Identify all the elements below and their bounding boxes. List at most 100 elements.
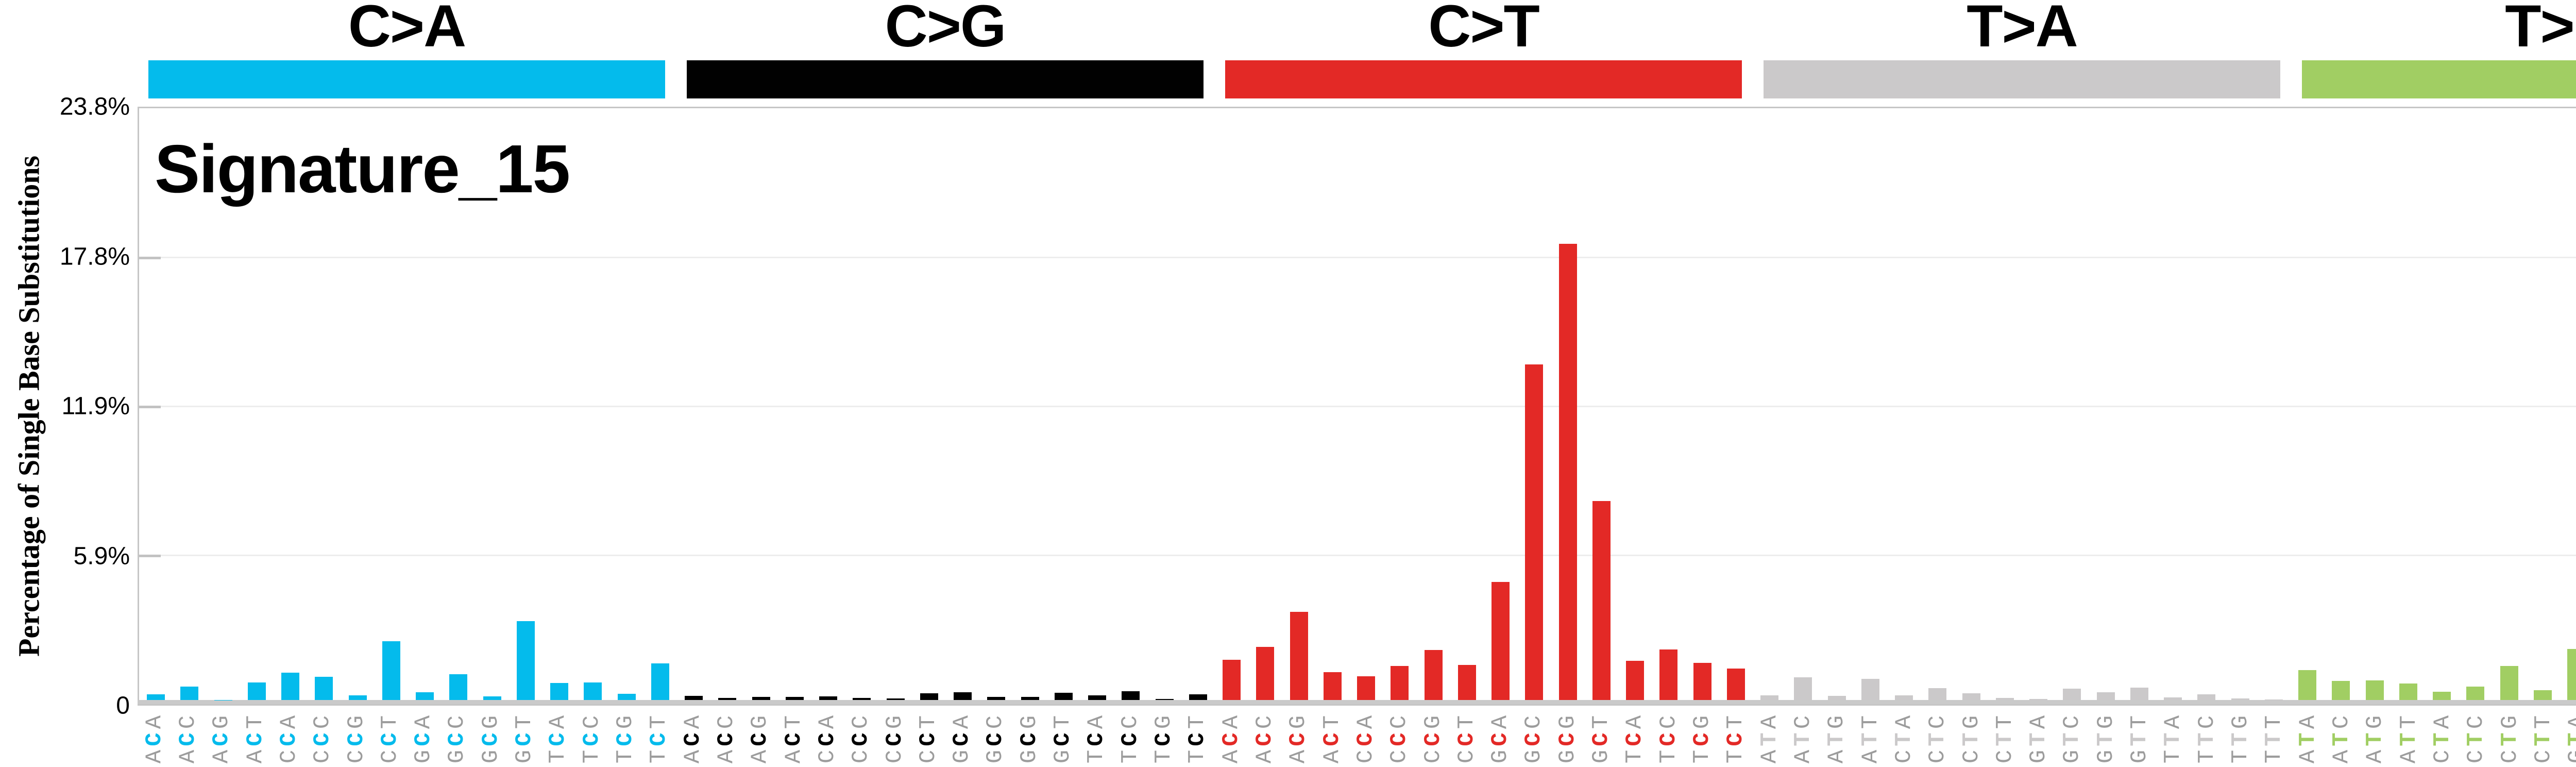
x-tick-slot: GCA: [945, 709, 979, 766]
x-tick-slot: GCC: [1517, 709, 1551, 766]
x-tick-label-GCG: GCG: [1554, 711, 1581, 764]
x-tick-slot: TCC: [1113, 709, 1147, 766]
bar-T>A-TTA: [2164, 697, 2182, 700]
bar-slot: [1618, 108, 1652, 700]
x-tick-slot: GTA: [2561, 709, 2576, 766]
x-tick-label-CCA: CCA: [276, 711, 302, 764]
bar-slot: [643, 108, 677, 700]
x-tick-slot: GTT: [2123, 709, 2156, 766]
bar-C>T-ACT: [1323, 672, 1342, 700]
header-group-label: C>G: [885, 0, 1007, 59]
bar-slot: [1148, 108, 1181, 700]
bar-slot: [1248, 108, 1282, 700]
bar-slot: [1955, 108, 1988, 700]
x-tick-label-GTC: GTC: [2059, 711, 2086, 764]
bar-C>A-GCC: [449, 674, 468, 700]
bar-C>A-TCA: [550, 682, 569, 700]
bar-T>A-TTC: [2197, 694, 2216, 700]
bar-slot: [2190, 108, 2223, 700]
bar-slot: [879, 108, 912, 700]
x-tick-slot: GCG: [474, 709, 507, 766]
bar-slot: [1988, 108, 2022, 700]
x-tick-label-GTT: GTT: [2127, 711, 2153, 764]
x-tick-label-ACT: ACT: [781, 711, 807, 764]
bar-C>T-TCA: [1626, 660, 1645, 700]
bar-T>C-CTA: [2433, 691, 2451, 700]
bar-slot: [2324, 108, 2358, 700]
bar-slot: [375, 108, 408, 700]
bar-slot: [2392, 108, 2425, 700]
header-group-label: C>T: [1428, 0, 1539, 59]
header-group-label: C>A: [348, 0, 466, 59]
bar-slot: [1316, 108, 1349, 700]
bar-T>A-ATG: [1827, 696, 1846, 700]
x-tick-slot: GCT: [507, 709, 541, 766]
bar-T>A-TTG: [2231, 698, 2249, 700]
bar-slot: [442, 108, 475, 700]
header-group-colorbar: [2302, 60, 2576, 98]
y-tick-label: 11.9%: [61, 392, 130, 420]
bar-slot: [2224, 108, 2257, 700]
bar-slot: [1753, 108, 1786, 700]
x-tick-slot: GCA: [407, 709, 440, 766]
x-tick-slot: CTG: [1955, 709, 1988, 766]
x-tick-label-ACG: ACG: [747, 711, 773, 764]
x-tick-label-TCG: TCG: [613, 711, 639, 764]
x-tick-label-GTA: GTA: [2026, 711, 2052, 764]
bar-C>A-CCG: [348, 695, 367, 700]
x-tick-slot: GCT: [1584, 709, 1618, 766]
bar-C>T-CCT: [1458, 665, 1476, 700]
bar-slot: [576, 108, 609, 700]
bar-slot: [677, 108, 710, 700]
header-group-label: T>C: [2505, 0, 2576, 59]
x-tick-slot: TCC: [1652, 709, 1685, 766]
bar-C>G-TCG: [1155, 698, 1174, 700]
bar-slot: [173, 108, 206, 700]
x-tick-slot: TCT: [642, 709, 676, 766]
x-tick-slot: ATT: [1854, 709, 1887, 766]
bar-T>C-GTA: [2567, 649, 2576, 700]
bar-C>G-ACA: [685, 696, 703, 700]
bar-slot: [1181, 108, 1215, 700]
bar-T>A-CTT: [1995, 697, 2014, 700]
x-tick-slot: TCG: [1685, 709, 1719, 766]
bar-slot: [543, 108, 576, 700]
bar-slot: [744, 108, 778, 700]
header-group-colorbar: [687, 60, 1204, 98]
bar-C>T-TCT: [1726, 669, 1745, 700]
y-axis-ticks: 23.8% 17.8% 11.9% 5.9% 0: [0, 93, 130, 720]
x-tick-label-ATT: ATT: [2396, 711, 2422, 764]
x-tick-label-TCA: TCA: [1083, 711, 1110, 764]
bar-slot: [1080, 108, 1114, 700]
x-tick-label-ATC: ATC: [2328, 711, 2354, 764]
x-tick-label-CTG: CTG: [1958, 711, 1985, 764]
bar-slot: [1047, 108, 1080, 700]
x-tick-label-TCA: TCA: [545, 711, 571, 764]
x-tick-label-CCG: CCG: [343, 711, 369, 764]
bar-slot: [1719, 108, 1753, 700]
gridline-17.8: [139, 257, 2576, 258]
x-tick-slot: TTT: [2258, 709, 2291, 766]
bar-slot: [778, 108, 811, 700]
tick-mark: [139, 406, 161, 408]
bar-slot: [2257, 108, 2291, 700]
x-tick-label-GTA: GTA: [2564, 712, 2576, 763]
bar-C>G-ACT: [785, 696, 804, 700]
bar-slot: [341, 108, 375, 700]
x-tick-label-TTG: TTG: [2228, 711, 2254, 764]
x-tick-label-ACA: ACA: [680, 711, 706, 764]
x-tick-slot: CCA: [272, 709, 306, 766]
bar-C>G-ACG: [752, 697, 770, 700]
x-tick-slot: GCG: [1551, 709, 1584, 766]
x-tick-slot: ACT: [777, 709, 810, 766]
x-axis-labels: ACA ACC ACG ACT CCA CCC CCG CCT GCA GCC GCG GCT TCA T…: [138, 709, 2576, 766]
bar-C>A-ACA: [147, 694, 165, 700]
x-tick-slot: GTA: [2022, 709, 2056, 766]
page-title: Signature_15: [155, 131, 570, 207]
x-tick-label-TCG: TCG: [1151, 711, 1177, 764]
bar-slot: [1450, 108, 1484, 700]
bar-slot: [2526, 108, 2560, 700]
x-tick-slot: CCA: [810, 709, 844, 766]
x-tick-slot: ACC: [709, 709, 743, 766]
bar-slot: [1114, 108, 1147, 700]
